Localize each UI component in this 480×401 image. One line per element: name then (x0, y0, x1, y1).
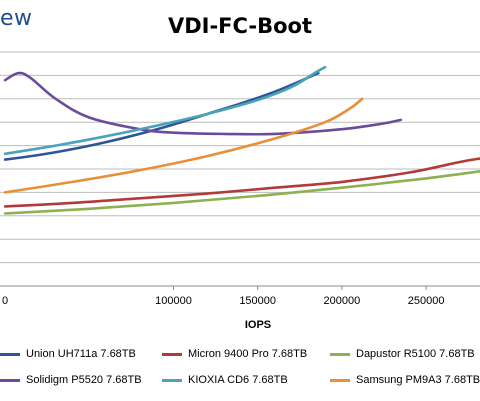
brand-logo-text: ew (0, 6, 33, 31)
legend-item-1: Union UH711a 7.68TB (0, 348, 136, 360)
line-chart: 100000 150000 200000 250000 0 IOPS (0, 51, 480, 331)
series-line-6 (3, 97, 364, 194)
legend-item-3: Dapustor R5100 7.68TB (330, 348, 475, 360)
legend-swatch (330, 352, 350, 356)
series-line-4 (3, 71, 403, 136)
legend-label: KIOXIA CD6 7.68TB (188, 374, 288, 386)
legend-label: Samsung PM9A3 7.68TB (356, 374, 480, 386)
legend-swatch (330, 378, 350, 382)
legend-swatch (0, 352, 20, 356)
series-line-2 (3, 157, 480, 208)
legend-swatch (0, 378, 20, 382)
x-tick-label: 100000 (155, 295, 192, 307)
chart-title: VDI-FC-Boot (167, 14, 313, 38)
legend-swatch (162, 378, 182, 382)
x-tick-label: 250000 (408, 295, 445, 307)
series-line-5 (3, 65, 327, 156)
chart-legend: Union UH711a 7.68TB Micron 9400 Pro 7.68T… (0, 340, 480, 401)
legend-item-5: KIOXIA CD6 7.68TB (162, 374, 288, 386)
legend-label: Micron 9400 Pro 7.68TB (188, 348, 308, 360)
legend-item-6: Samsung PM9A3 7.68TB (330, 374, 480, 386)
legend-swatch (162, 352, 182, 356)
x-tick-label: 200000 (324, 295, 361, 307)
x-axis-title: IOPS (245, 319, 271, 331)
legend-label: Union UH711a 7.68TB (26, 348, 136, 360)
legend-item-4: Solidigm P5520 7.68TB (0, 374, 142, 386)
legend-label: Dapustor R5100 7.68TB (356, 348, 475, 360)
series-line-3 (3, 170, 480, 215)
x-tick-label: 150000 (239, 295, 276, 307)
x-tick-label-zero: 0 (2, 295, 8, 307)
legend-item-2: Micron 9400 Pro 7.68TB (162, 348, 307, 360)
legend-label: Solidigm P5520 7.68TB (26, 374, 142, 386)
series-line-1 (3, 71, 320, 161)
